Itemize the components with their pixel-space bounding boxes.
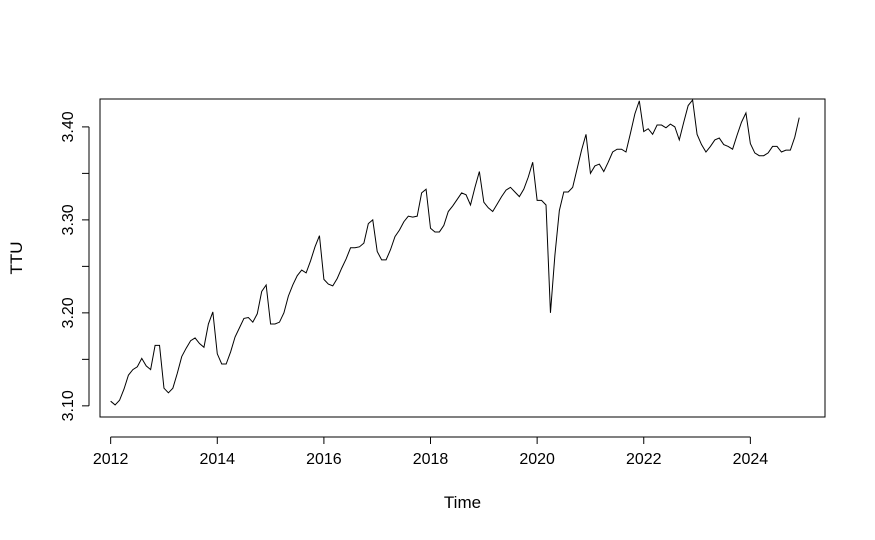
y-axis: 3.10 3.20 3.30 3.40 — [60, 111, 90, 421]
y-tick-label: 3.30 — [60, 204, 77, 235]
x-tick-label: 2016 — [306, 451, 342, 468]
y-tick-label: 3.20 — [60, 297, 77, 328]
series-line — [110, 98, 800, 406]
y-axis-label: TTU — [7, 241, 26, 274]
x-tick-label: 2012 — [93, 451, 129, 468]
y-tick-label: 3.40 — [60, 111, 77, 142]
x-axis-label: Time — [444, 493, 481, 512]
x-tick-label: 2024 — [733, 451, 769, 468]
x-tick-label: 2020 — [519, 451, 555, 468]
x-tick-label: 2014 — [199, 451, 235, 468]
x-tick-label: 2018 — [413, 451, 449, 468]
x-axis: 2012 2014 2016 2018 2020 2022 2024 — [93, 436, 769, 468]
plot-frame — [99, 98, 826, 418]
y-tick-label: 3.10 — [60, 390, 77, 421]
x-tick-label: 2022 — [626, 451, 662, 468]
